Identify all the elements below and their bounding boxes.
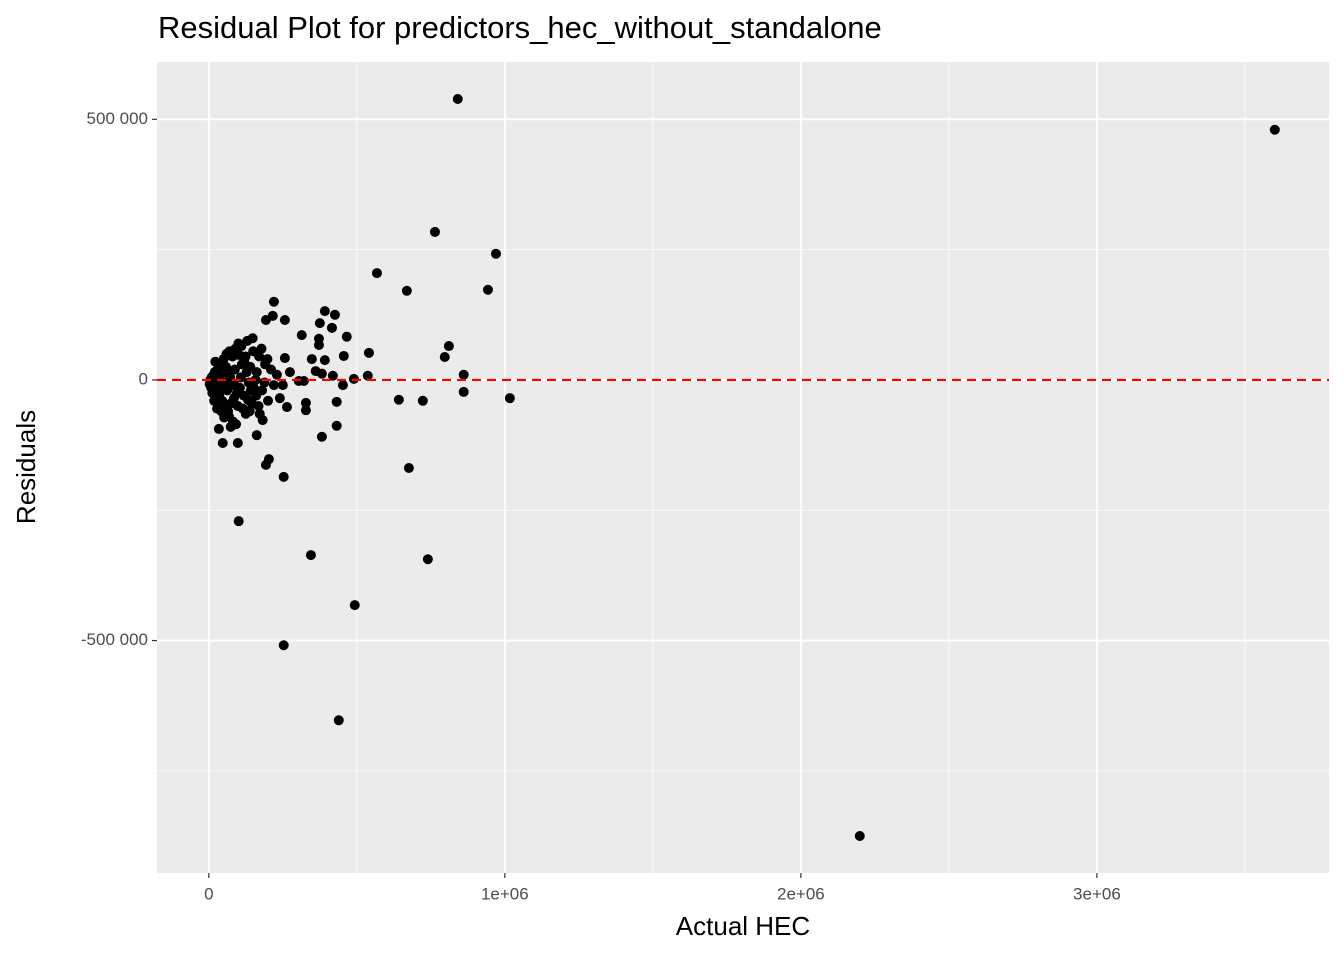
x-tick-label: 0 [204,884,213,903]
x-tick-label: 1e+06 [481,884,529,903]
point [253,400,264,411]
point [217,438,228,449]
point [313,340,324,351]
point [316,368,327,379]
point [232,400,243,411]
point [429,226,440,237]
point [327,370,338,381]
point [254,408,265,419]
point [284,367,295,378]
point [319,355,330,366]
point [236,359,247,370]
point [296,330,307,341]
point [338,350,349,361]
point [403,463,414,474]
point [229,379,240,390]
point [363,347,374,358]
point [271,369,282,380]
point [247,333,258,344]
x-tick-label: 3e+06 [1073,884,1121,903]
point [241,367,252,378]
point [248,382,259,393]
point [341,331,352,342]
y-tick-label: 500 000 [87,109,148,128]
point [482,284,493,295]
point [213,423,224,434]
point [854,830,865,841]
chart-title: Residual Plot for predictors_hec_without… [158,10,882,45]
point [268,296,279,307]
y-tick-label: 0 [139,369,148,388]
point [279,314,290,325]
point [316,431,327,442]
point [319,306,330,317]
point [263,454,274,465]
point [262,354,273,365]
point [504,393,515,404]
point [393,394,404,405]
point [268,380,279,391]
point [257,385,268,396]
point [244,406,255,417]
point [417,395,428,406]
point [401,285,412,296]
point [331,396,342,407]
point [1269,124,1280,135]
point [281,402,292,413]
point [277,380,288,391]
point [228,416,239,427]
panel [157,62,1329,873]
point [260,314,271,325]
point [274,393,285,404]
point [209,395,220,406]
point [223,368,234,379]
point [251,430,262,441]
point [278,471,289,482]
point [329,309,340,320]
point [300,397,311,408]
point [256,343,267,354]
point [458,386,469,397]
point [233,516,244,527]
point [443,341,454,352]
point [337,380,348,391]
point [251,367,262,378]
point [232,438,243,449]
point [490,248,501,259]
point [300,405,311,416]
point [305,550,316,561]
x-tick-label: 2e+06 [777,884,825,903]
point [279,353,290,364]
point [298,375,309,386]
point [254,351,265,362]
point [333,715,344,726]
point [210,356,221,367]
point [452,94,463,105]
point [216,406,227,417]
point [439,352,450,363]
point [331,420,342,431]
y-tick-label: -500 000 [81,630,148,649]
point [234,349,245,360]
point [371,268,382,279]
point [326,322,337,333]
point [422,554,433,565]
y-axis-title: Residuals [11,410,41,524]
point [314,318,325,329]
x-axis-title: Actual HEC [676,911,810,941]
point [278,640,289,651]
point [222,385,233,396]
point [349,600,360,611]
point [458,369,469,380]
point [306,354,317,365]
point [242,394,253,405]
point [362,370,373,381]
point [263,395,274,406]
